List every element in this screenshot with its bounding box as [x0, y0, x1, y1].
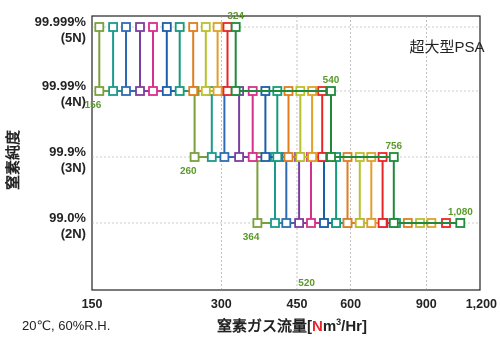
x-tick-label: 900: [416, 297, 437, 311]
series-marker: [148, 86, 158, 96]
x-tick-label: 1,200: [466, 297, 497, 311]
series-marker: [342, 218, 353, 228]
data-label: 756: [385, 141, 402, 152]
series-marker: [319, 218, 329, 228]
series-marker: [260, 152, 271, 162]
series-marker: [230, 22, 241, 32]
y-axis-title: 窒素純度: [4, 129, 22, 190]
y-tick-label: 99.999%: [35, 14, 87, 29]
series-group: [94, 22, 466, 228]
series-marker: [212, 86, 223, 96]
series-marker: [94, 86, 105, 96]
chart-title: 超大型PSA: [409, 39, 484, 56]
series-marker: [135, 86, 145, 96]
y-tick-label: 99.0%: [49, 210, 86, 225]
series-marker: [281, 218, 292, 228]
x-tick-label: 600: [340, 297, 361, 311]
x-axis-title-prefix: 窒素ガス流量[: [217, 317, 312, 335]
data-label: 1,080: [448, 207, 473, 218]
series-marker: [388, 152, 399, 162]
series-marker: [317, 152, 328, 162]
x-tick-labels: 150 300 450 600 900 1,200: [82, 297, 497, 311]
series-marker: [212, 22, 223, 32]
y-tick-sublabel: (2N): [61, 226, 86, 241]
data-label: 260: [180, 166, 197, 177]
series-marker: [272, 152, 283, 162]
data-label: 520: [298, 278, 315, 289]
x-axis-title: 窒素ガス流量[Nm3/Hr]: [217, 317, 367, 335]
y-tick-label: 99.9%: [49, 144, 86, 159]
series-marker: [189, 152, 200, 162]
series-marker: [200, 22, 211, 32]
series-marker: [230, 86, 241, 96]
condition-note: 20℃, 60%R.H.: [22, 318, 110, 333]
series-marker: [135, 22, 145, 32]
series-line: [152, 27, 372, 224]
series-marker: [94, 22, 105, 32]
series-marker: [108, 22, 118, 32]
data-label: 540: [323, 75, 340, 86]
plot-frame: [91, 15, 481, 291]
series-marker: [174, 22, 185, 32]
series-marker: [306, 218, 316, 228]
series-12: [230, 22, 466, 228]
y-tick-labels: 99.999%(5N) 99.99%(4N) 99.9%(3N) 99.0%(2N): [35, 14, 87, 241]
series-line: [125, 27, 348, 224]
series-marker: [366, 218, 377, 228]
x-tick-label: 300: [211, 297, 232, 311]
series-marker: [219, 152, 230, 162]
series-marker: [161, 86, 172, 96]
series-marker: [331, 218, 342, 228]
series-marker: [174, 86, 185, 96]
series-marker: [295, 152, 306, 162]
x-axis-title-superscript: 3: [336, 317, 341, 327]
series-marker: [270, 218, 280, 228]
y-tick-sublabel: (4N): [61, 94, 86, 109]
series-marker: [326, 152, 336, 162]
series-marker: [161, 22, 172, 32]
series-marker: [188, 86, 199, 96]
x-axis-title-highlight: N: [312, 318, 323, 335]
series-5: [148, 22, 377, 228]
y-tick-sublabel: (3N): [61, 160, 86, 175]
data-label: 156: [85, 100, 102, 111]
series-marker: [188, 22, 199, 32]
x-axis-title-unit: m: [323, 318, 336, 335]
series-4: [135, 22, 365, 228]
x-tick-label: 150: [82, 297, 103, 311]
series-marker: [294, 218, 305, 228]
x-axis-title-suffix: /Hr]: [341, 318, 367, 335]
x-tick-label: 450: [287, 297, 308, 311]
series-marker: [121, 22, 131, 32]
series-marker: [222, 22, 233, 32]
series-marker: [200, 86, 211, 96]
series-marker: [206, 152, 217, 162]
series-marker: [326, 86, 336, 96]
series-marker: [121, 86, 131, 96]
y-tick-label: 99.99%: [42, 78, 87, 93]
data-label: 324: [227, 11, 244, 22]
series-line: [139, 27, 360, 224]
series-marker: [283, 152, 294, 162]
series-marker: [234, 152, 245, 162]
series-marker: [455, 218, 466, 228]
y-tick-sublabel: (5N): [61, 30, 86, 45]
series-marker: [148, 22, 158, 32]
data-label: 364: [243, 232, 260, 243]
series-marker: [247, 152, 258, 162]
series-marker: [307, 152, 318, 162]
series-marker: [354, 218, 365, 228]
series-marker: [222, 86, 233, 96]
series-marker: [377, 218, 388, 228]
series-marker: [108, 86, 118, 96]
series-marker: [252, 218, 263, 228]
series-marker: [388, 218, 399, 228]
data-labels: 324 156 540 260 756 364 1,080 520: [85, 11, 474, 289]
series-3: [121, 22, 353, 228]
